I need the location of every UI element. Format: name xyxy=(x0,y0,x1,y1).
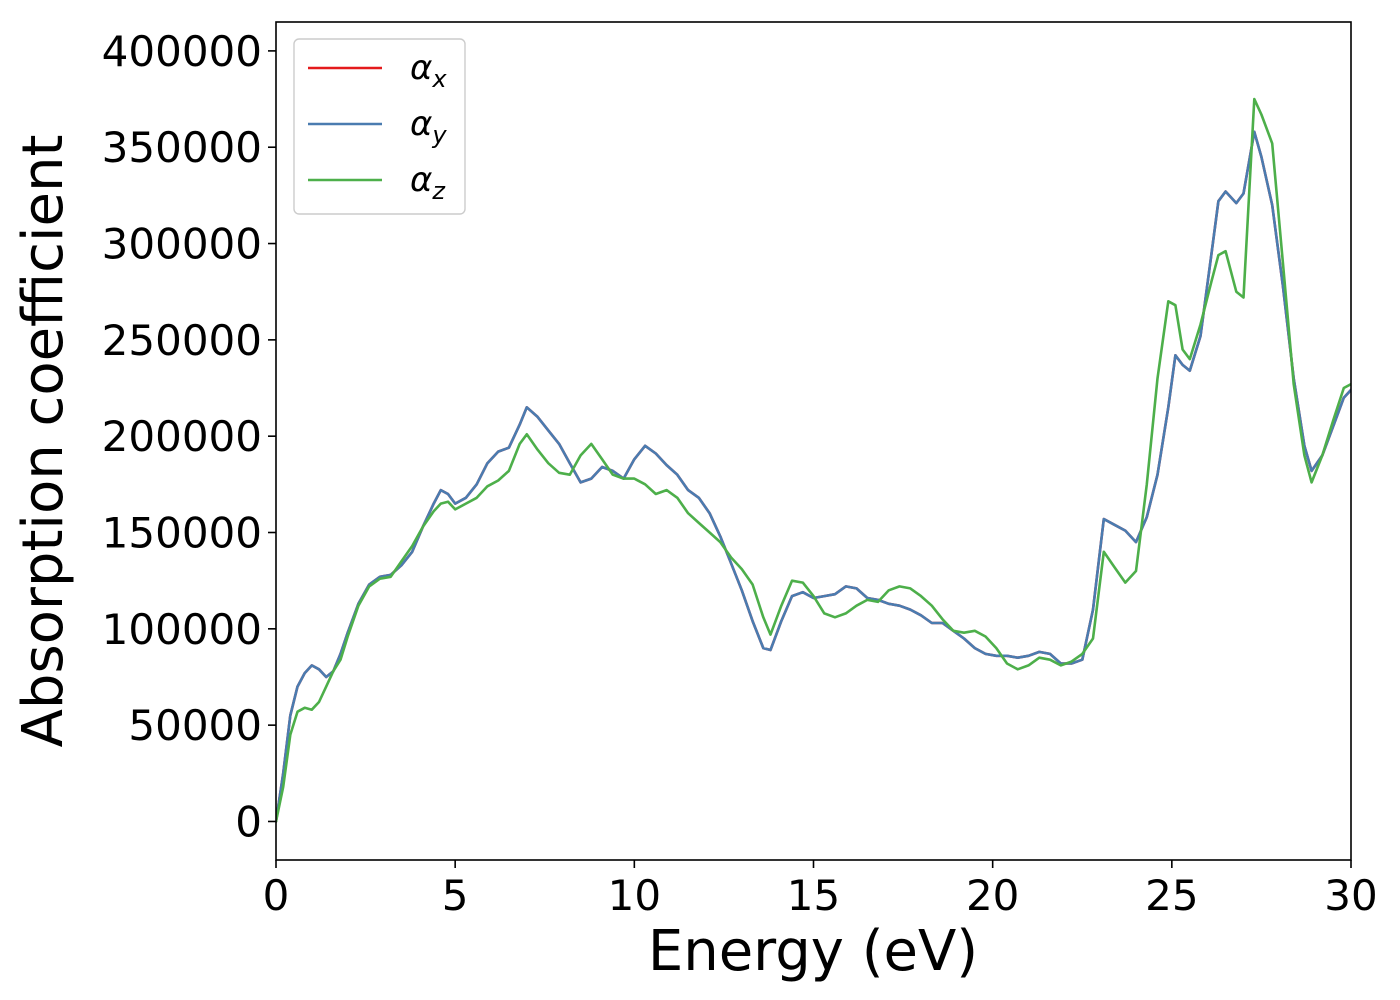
y-tick-label: 200000 xyxy=(102,412,262,461)
series-line-y xyxy=(276,130,1351,823)
legend-label-subscript: y xyxy=(431,121,447,149)
x-tick-label: 30 xyxy=(1324,871,1377,920)
series-layer xyxy=(276,97,1351,823)
series-line-z xyxy=(276,97,1351,823)
y-tick-label: 400000 xyxy=(102,27,262,76)
x-axis-title: Energy (eV) xyxy=(648,919,978,984)
legend-label-subscript: z xyxy=(431,177,446,205)
y-tick-label: 300000 xyxy=(102,220,262,269)
legend-label-x: αx xyxy=(410,48,447,93)
y-tick-label: 350000 xyxy=(102,123,262,172)
legend-label-base: α xyxy=(410,104,432,144)
legend-label-z: αz xyxy=(410,160,446,205)
y-axis-title: Absorption coefficient xyxy=(11,135,76,748)
y-tick-label: 150000 xyxy=(102,509,262,558)
x-axis: 0 5 10 15 20 25 30 xyxy=(263,860,1378,920)
x-tick-label: 15 xyxy=(787,871,840,920)
y-axis: 0 50000 100000 150000 200000 250000 300000 3500… xyxy=(102,27,276,846)
legend-label-base: α xyxy=(410,48,432,88)
y-tick-label: 0 xyxy=(235,797,262,846)
y-tick-label: 50000 xyxy=(128,701,262,750)
legend-label-y: αy xyxy=(410,104,447,149)
x-tick-label: 0 xyxy=(263,871,290,920)
x-tick-label: 5 xyxy=(442,871,469,920)
legend-box xyxy=(293,38,466,215)
x-tick-label: 25 xyxy=(1145,871,1198,920)
y-tick-label: 100000 xyxy=(102,605,262,654)
legend-label-base: α xyxy=(410,160,432,200)
x-tick-label: 20 xyxy=(966,871,1019,920)
x-tick-label: 10 xyxy=(608,871,661,920)
y-tick-label: 250000 xyxy=(102,316,262,365)
legend-label-subscript: x xyxy=(431,65,447,93)
